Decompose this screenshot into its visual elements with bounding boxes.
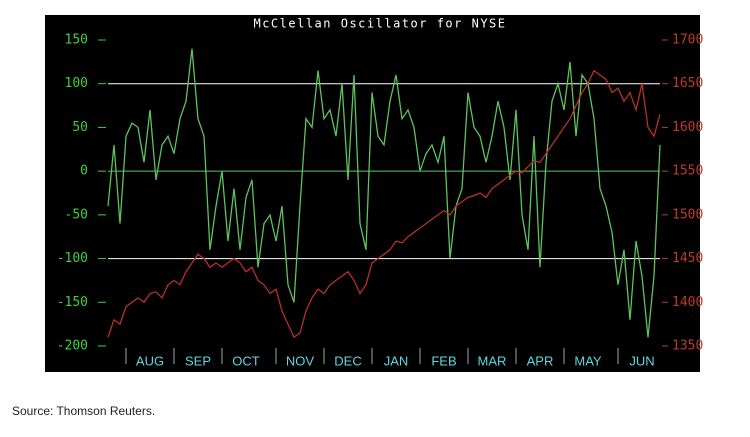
y2-tick-label: 1550: [672, 164, 703, 179]
y2-tick-label: 1400: [672, 295, 703, 310]
y2-tick-label: 1650: [672, 76, 703, 91]
y2-tick-label: 1500: [672, 207, 703, 222]
y2-tick-label: 1700: [672, 33, 703, 48]
source-note: Source: Thomson Reuters.: [12, 404, 155, 418]
x-tick-label: NOV: [286, 353, 315, 368]
x-axis-caption: S&P 500 on right scale in red: [275, 374, 485, 388]
x-tick-label: DEC: [334, 353, 361, 368]
y-tick-label: 100: [65, 76, 88, 91]
y2-tick-label: 1350: [672, 339, 703, 354]
y-tick-label: 50: [72, 120, 88, 135]
x-tick-label: APR: [527, 353, 554, 368]
y-tick-label: -50: [65, 207, 88, 222]
y-tick-label: 0: [80, 164, 88, 179]
x-tick-label: FEB: [431, 353, 456, 368]
x-tick-label: AUG: [136, 353, 164, 368]
plot-background: [45, 15, 700, 372]
y-tick-label: -150: [57, 295, 88, 310]
y2-tick-label: 1450: [672, 251, 703, 266]
y-tick-label: 150: [65, 33, 88, 48]
y-tick-label: -100: [57, 251, 88, 266]
series-line: [107, 69, 661, 339]
x-tick-label: OCT: [232, 353, 260, 368]
x-tick-label: MAR: [478, 353, 507, 368]
y-tick-label: -200: [57, 339, 88, 354]
x-tick-label: SEP: [185, 353, 211, 368]
series-line: [107, 48, 661, 338]
chart-title: McClellan Oscillator for NYSE: [253, 17, 506, 31]
x-tick-label: MAY: [574, 353, 602, 368]
x-tick-label: JUN: [629, 353, 654, 368]
x-tick-label: JAN: [384, 353, 409, 368]
y2-tick-label: 1600: [672, 120, 703, 135]
